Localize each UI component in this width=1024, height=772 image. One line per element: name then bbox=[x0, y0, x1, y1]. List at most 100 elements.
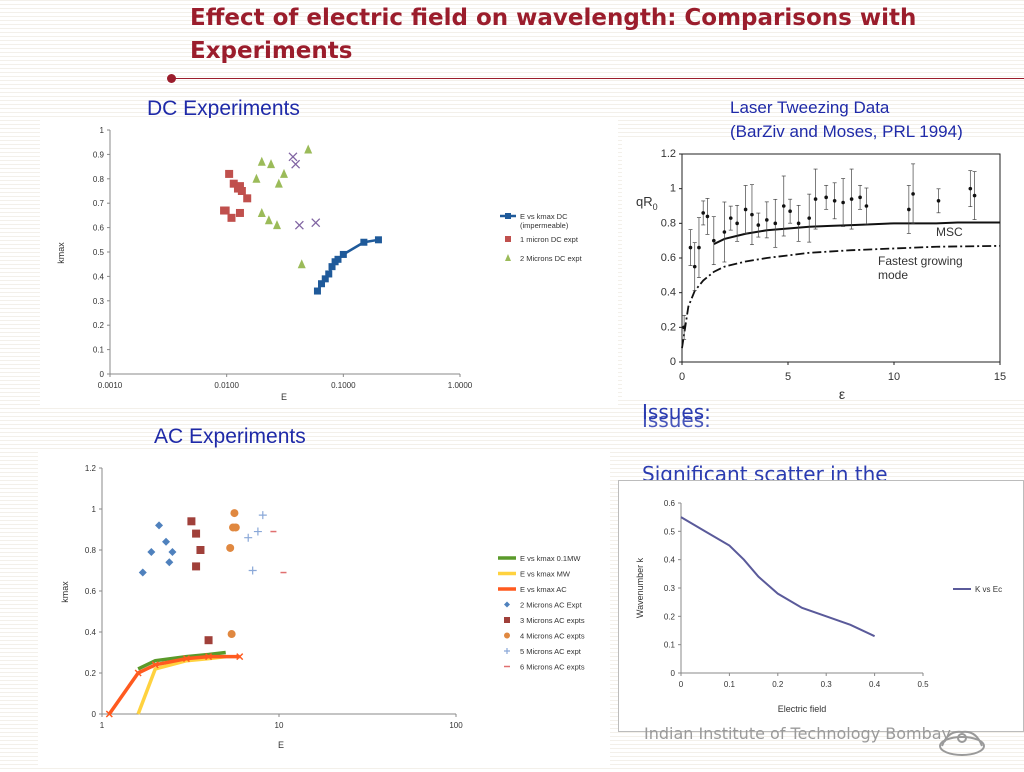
x-tick-label: 0.1 bbox=[724, 680, 736, 689]
title-bullet-dot bbox=[167, 74, 176, 83]
data-point-s6-0 bbox=[258, 511, 267, 520]
data-point-s1-9 bbox=[227, 213, 236, 222]
data-point-s5-3 bbox=[226, 543, 235, 552]
legend-label: 4 Microns AC expts bbox=[520, 632, 585, 641]
data-point-s2-4 bbox=[205, 653, 213, 661]
legend-swatch-marker bbox=[505, 254, 511, 261]
series-line-0 bbox=[137, 650, 226, 671]
legend-swatch-marker bbox=[504, 632, 510, 639]
data-point-5 bbox=[705, 214, 710, 219]
x-tick-label: 0 bbox=[679, 680, 684, 689]
y-tick-label: 0 bbox=[92, 710, 97, 719]
y-tick-label: 0.1 bbox=[93, 346, 105, 355]
wavenumber-chart-panel: 0 0.1 0.2 0.3 0.4 0.5 0.6 0 0.1 0.2 0.3 0.4 0.5 Elect… bbox=[618, 480, 1024, 732]
data-point-s0-7 bbox=[339, 250, 347, 258]
data-point-0 bbox=[682, 325, 686, 330]
legend-swatch-marker bbox=[504, 648, 510, 654]
data-point-s0-4 bbox=[328, 263, 336, 271]
data-point-22 bbox=[841, 200, 845, 205]
legend-label: K vs Ec bbox=[975, 585, 1002, 594]
x-tick-label: 1 bbox=[100, 721, 105, 730]
x-tick-label: 5 bbox=[785, 371, 791, 383]
annotation-mode: mode bbox=[878, 268, 908, 282]
x-tick-label: 0.2 bbox=[772, 680, 784, 689]
y-tick-label: 0 bbox=[670, 356, 676, 368]
x-axis-title: Electric field bbox=[778, 704, 827, 714]
footer-institute: Indian Institute of Technology Bombay bbox=[644, 724, 952, 743]
dc-experiments-caption: DC Experiments bbox=[147, 97, 300, 120]
data-point-s2-3 bbox=[182, 655, 190, 663]
data-point-18 bbox=[807, 216, 811, 220]
y-tick-label: 0.6 bbox=[664, 499, 676, 508]
y-tick-label: 0.5 bbox=[93, 248, 105, 257]
y-tick-label: 1.2 bbox=[85, 464, 97, 473]
y-tick-label: 0.6 bbox=[93, 224, 105, 233]
data-point-s5-2 bbox=[231, 523, 240, 532]
data-point-s0-8 bbox=[360, 238, 368, 246]
data-point-2 bbox=[692, 264, 697, 269]
data-point-s0-2 bbox=[321, 275, 329, 283]
data-point-20 bbox=[824, 195, 828, 200]
laser-tweezing-chart: 0 0.2 0.4 0.6 0.8 1 1.2 0 5 10 15 ε qR0 MSC Fastest gr… bbox=[636, 148, 1006, 402]
data-point-s5-4 bbox=[227, 630, 236, 639]
data-point-s1-8 bbox=[221, 206, 230, 215]
data-point-27 bbox=[911, 192, 915, 196]
series-line-k-vs-ec bbox=[680, 516, 876, 638]
legend-swatch-marker bbox=[505, 236, 511, 242]
data-point-s6-1 bbox=[253, 527, 262, 536]
data-point-s2-3 bbox=[279, 168, 288, 178]
x-tick-label: 0.0010 bbox=[98, 381, 123, 390]
legend-label: E vs kmax 0.1MW bbox=[520, 554, 581, 563]
data-point-s4-2 bbox=[196, 546, 205, 554]
data-point-s1-6 bbox=[243, 194, 252, 203]
y-tick-label: 0.8 bbox=[661, 217, 676, 229]
data-point-s6-3 bbox=[248, 566, 257, 575]
issues-heading-shadow: Issues: bbox=[642, 408, 711, 432]
data-point-24 bbox=[858, 195, 862, 200]
data-point-6 bbox=[712, 238, 716, 243]
legend-label: 5 Microns AC expt bbox=[520, 647, 582, 656]
x-axis-title: E bbox=[281, 392, 287, 402]
data-point-s3-2 bbox=[162, 537, 171, 546]
x-tick-label: 0.5 bbox=[917, 680, 929, 689]
data-point-s2-1 bbox=[134, 669, 142, 677]
x-tick-label: 15 bbox=[994, 371, 1006, 383]
data-point-s2-0 bbox=[257, 156, 266, 166]
data-point-14 bbox=[773, 221, 778, 226]
laser-caption-line2: (BarZiv and Moses, PRL 1994) bbox=[730, 122, 963, 141]
data-point-s4-3 bbox=[192, 562, 201, 571]
data-point-23 bbox=[849, 197, 854, 201]
data-point-s3-2 bbox=[294, 220, 304, 230]
slide-title: Effect of electric field on wavelength: … bbox=[190, 5, 917, 64]
y-tick-label: 0 bbox=[100, 370, 105, 379]
ac-experiments-caption: AC Experiments bbox=[154, 425, 306, 448]
data-point-s0-1 bbox=[318, 280, 326, 288]
y-tick-label: 0.5 bbox=[664, 527, 676, 536]
data-point-9 bbox=[735, 221, 739, 226]
data-point-11 bbox=[750, 212, 754, 217]
annotation-msc: MSC bbox=[936, 225, 963, 239]
y-tick-label: 0.3 bbox=[664, 584, 676, 593]
data-point-10 bbox=[743, 207, 748, 212]
y-tick-label: 0.7 bbox=[93, 199, 105, 208]
x-tick-label: 0 bbox=[679, 371, 685, 383]
y-tick-label: 1 bbox=[670, 183, 676, 195]
data-point-26 bbox=[907, 207, 911, 212]
title-divider bbox=[172, 78, 1024, 79]
data-point-s3-4 bbox=[165, 558, 174, 567]
data-point-s6-2 bbox=[244, 533, 253, 542]
y-tick-label: 0.8 bbox=[93, 175, 105, 184]
data-point-29 bbox=[968, 186, 973, 191]
data-point-12 bbox=[756, 223, 761, 227]
y-axis-title: qR0 bbox=[636, 194, 658, 212]
data-point-17 bbox=[796, 221, 801, 226]
data-point-1 bbox=[688, 245, 693, 250]
y-tick-label: 0.6 bbox=[661, 252, 676, 264]
y-axis-title: kmax bbox=[56, 242, 66, 264]
data-point-15 bbox=[781, 204, 786, 208]
fastest-growing-mode-curve bbox=[681, 244, 1001, 349]
data-point-s2-2 bbox=[274, 178, 283, 188]
y-tick-label: 1 bbox=[92, 505, 97, 514]
data-point-s3-0 bbox=[288, 152, 298, 162]
